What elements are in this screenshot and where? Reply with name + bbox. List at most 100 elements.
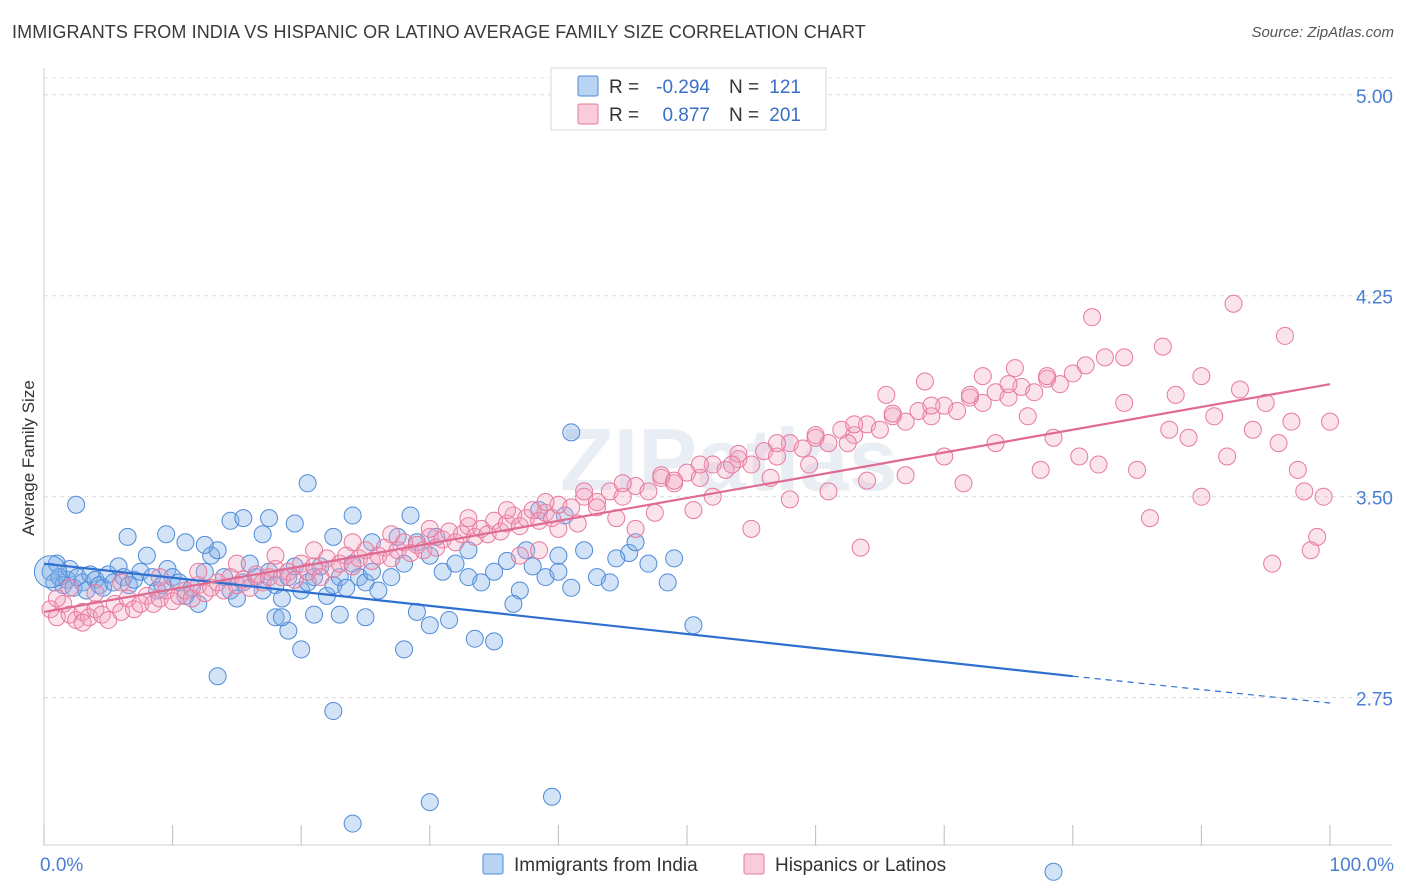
hispanic-point-190 — [800, 455, 819, 474]
hispanic-point-94 — [742, 455, 761, 474]
y-axis-label: Average Family Size — [19, 380, 38, 536]
india-point-122 — [324, 702, 343, 721]
hispanic-point-188 — [838, 434, 857, 453]
hispanic-point-155 — [1166, 385, 1185, 404]
x-tick-labels: 0.0% 100.0% — [40, 855, 1394, 876]
legend-n-value-hispanic: 201 — [769, 105, 801, 126]
india-point-65 — [446, 554, 465, 573]
hispanic-point-189 — [819, 482, 838, 501]
y-tick-labels: 2.75 3.50 4.25 5.00 — [1356, 87, 1393, 711]
india-point-104 — [658, 573, 677, 592]
hispanic-point-206 — [851, 538, 870, 557]
hispanic-point-158 — [1205, 407, 1224, 426]
india-point-73 — [549, 562, 568, 581]
hispanic-point-125 — [227, 554, 246, 573]
india-point-71 — [523, 557, 542, 576]
hispanic-point-166 — [1295, 482, 1314, 501]
hispanic-point-207 — [1263, 554, 1282, 573]
hispanic-point-173 — [1083, 308, 1102, 327]
hispanic-point-175 — [1070, 447, 1089, 466]
bottom-legend-label-hispanic: Hispanics or Latinos — [775, 855, 946, 876]
hispanic-point-170 — [1192, 487, 1211, 506]
grid-lines — [44, 77, 1392, 699]
hispanic-point-114 — [999, 388, 1018, 407]
hispanic-point-141 — [845, 415, 864, 434]
india-point-119 — [465, 629, 484, 648]
chart-source: Source: ZipAtlas.com — [1251, 24, 1394, 41]
hispanic-point-84 — [613, 487, 632, 506]
india-point-68 — [485, 562, 504, 581]
hispanic-trend-line — [43, 383, 1331, 613]
hispanic-point-150 — [1089, 455, 1108, 474]
bottom-legend: Immigrants from India Hispanics or Latin… — [482, 853, 946, 876]
hispanic-point-177 — [1031, 460, 1050, 479]
bottom-legend-swatch-india — [482, 853, 504, 875]
hispanic-point-204 — [530, 541, 549, 560]
india-point-78 — [504, 594, 523, 613]
hispanic-point-186 — [877, 385, 896, 404]
india-point-80 — [67, 495, 86, 514]
hispanic-point-147 — [1076, 356, 1095, 375]
hispanic-point-96 — [768, 447, 787, 466]
india-point-16 — [104, 573, 123, 592]
india-point-57 — [356, 573, 375, 592]
india-point-84 — [195, 535, 214, 554]
legend-r-value-hispanic: 0.877 — [662, 105, 710, 126]
hispanic-point-194 — [723, 455, 742, 474]
india-point-99 — [549, 546, 568, 565]
hispanic-point-210 — [73, 613, 92, 632]
hispanic-point-187 — [858, 471, 877, 490]
india-point-59 — [369, 581, 388, 600]
hispanic-point-80 — [562, 498, 581, 517]
india-point-121 — [272, 608, 291, 627]
y-tick-label-3: 5.00 — [1356, 87, 1393, 108]
india-point-82 — [157, 525, 176, 544]
hispanic-point-157 — [1192, 367, 1211, 386]
hispanic-point-122 — [112, 573, 131, 592]
y-tick-label-2: 4.25 — [1356, 288, 1393, 309]
hispanic-point-132 — [497, 501, 516, 520]
hispanic-point-106 — [896, 412, 915, 431]
hispanic-point-137 — [690, 455, 709, 474]
hispanic-point-144 — [960, 385, 979, 404]
hispanic-point-162 — [1256, 393, 1275, 412]
x-tick-label-0: 0.0% — [40, 855, 83, 876]
hispanic-point-134 — [575, 482, 594, 501]
series-india-points — [33, 423, 1063, 881]
chart-title: IMMIGRANTS FROM INDIA VS HISPANIC OR LAT… — [12, 22, 866, 42]
india-point-126 — [562, 423, 581, 442]
india-point-90 — [298, 474, 317, 493]
india-point-60 — [382, 568, 401, 587]
india-point-111 — [292, 640, 311, 659]
hispanic-point-209 — [47, 589, 66, 608]
india-point-117 — [420, 616, 439, 635]
india-point-103 — [639, 554, 658, 573]
hispanic-point-143 — [922, 396, 941, 415]
hispanic-point-148 — [1115, 348, 1134, 367]
india-point-81 — [118, 527, 137, 546]
hispanic-point-205 — [510, 546, 529, 565]
hispanic-point-198 — [645, 503, 664, 522]
trend-lines — [43, 383, 1331, 704]
hispanic-point-152 — [1128, 460, 1147, 479]
hispanic-point-191 — [780, 490, 799, 509]
hispanic-point-126 — [266, 546, 285, 565]
hispanic-point-82 — [587, 493, 606, 512]
legend-n-value-india: 121 — [769, 77, 801, 98]
india-point-120 — [485, 632, 504, 651]
hispanic-point-182 — [954, 474, 973, 493]
hispanic-point-118 — [1050, 375, 1069, 394]
hispanic-point-127 — [305, 541, 324, 560]
india-point-37 — [227, 589, 246, 608]
watermark: ZIPatlas — [560, 410, 897, 509]
hispanic-point-181 — [973, 367, 992, 386]
legend-box: R = -0.294 N = 121 R = 0.877 N = 201 — [550, 67, 827, 131]
india-point-21 — [131, 562, 150, 581]
india-point-107 — [607, 549, 626, 568]
legend-swatch-india — [577, 75, 599, 97]
hispanic-point-171 — [1224, 294, 1243, 313]
hispanic-point-160 — [1230, 380, 1249, 399]
hispanic-point-149 — [1153, 337, 1172, 356]
hispanic-point-135 — [613, 474, 632, 493]
hispanic-point-159 — [1218, 447, 1237, 466]
